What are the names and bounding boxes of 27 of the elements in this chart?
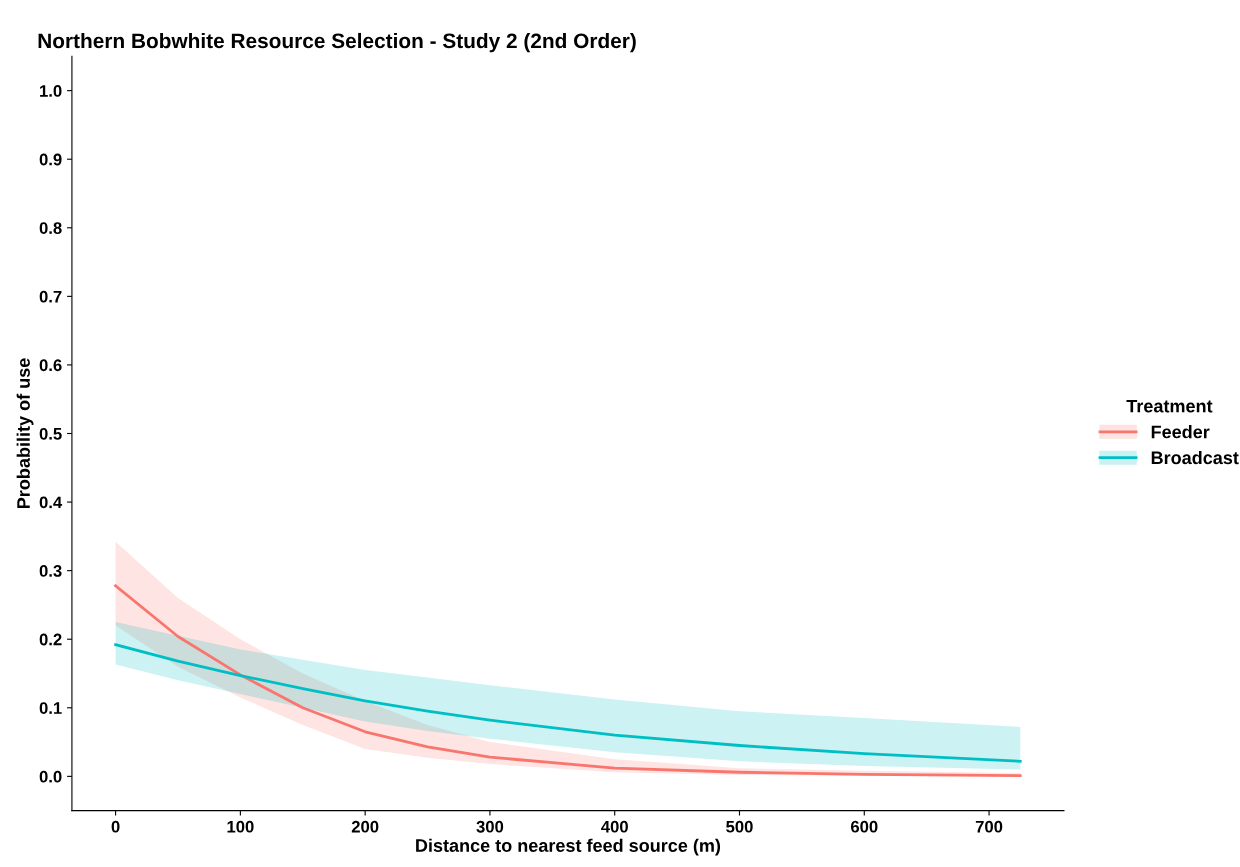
x-axis-title: Distance to nearest feed source (m) bbox=[416, 838, 721, 856]
y-tick-label: 0.4 bbox=[39, 496, 63, 509]
legend-title: Treatment bbox=[1126, 399, 1213, 413]
x-tick-label: 300 bbox=[476, 820, 504, 833]
x-tick-label: 0 bbox=[111, 820, 120, 833]
y-tick-label: 0.5 bbox=[39, 427, 62, 440]
y-tick-label: 0.3 bbox=[39, 565, 62, 577]
x-tick-label: 700 bbox=[975, 820, 1003, 833]
x-tick-label: 200 bbox=[351, 820, 379, 833]
y-tick-label: 0.8 bbox=[39, 222, 62, 234]
y-tick-label: 0.0 bbox=[39, 770, 62, 783]
legend-label: Feeder bbox=[1151, 425, 1210, 439]
y-tick-label: 0.7 bbox=[39, 290, 62, 303]
y-axis-title: Probability of use bbox=[16, 358, 34, 509]
line-series bbox=[114, 643, 1022, 763]
y-tick-label: 1.0 bbox=[40, 85, 62, 97]
y-tick-label: 0.9 bbox=[39, 153, 62, 166]
y-tick-label: 0.2 bbox=[39, 633, 62, 646]
chart-title: Northern Bobwhite Resource Selection - Study 2 (2nd Order) bbox=[38, 32, 636, 53]
legend-label: Broadcast bbox=[1151, 450, 1239, 465]
x-tick-label: 100 bbox=[227, 820, 254, 833]
line-series bbox=[114, 584, 1022, 778]
y-tick-label: 0.6 bbox=[39, 359, 62, 372]
x-tick-label: 500 bbox=[726, 820, 753, 833]
x-tick-label: 400 bbox=[601, 820, 628, 833]
x-tick-label: 600 bbox=[850, 820, 878, 833]
y-tick-label: 0.1 bbox=[39, 702, 62, 714]
